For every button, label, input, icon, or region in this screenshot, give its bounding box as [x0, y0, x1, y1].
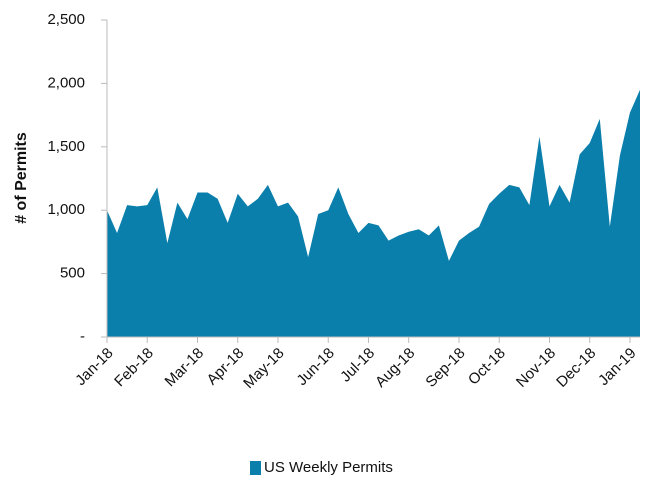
x-tick-label: Oct-18 — [465, 345, 509, 389]
y-axis-label: # of Permits — [13, 132, 30, 224]
x-tick-label: Jun-18 — [293, 345, 337, 389]
x-tick-label: Dec-18 — [553, 345, 599, 391]
y-tick-label: 2,500 — [47, 11, 85, 28]
legend-label: US Weekly Permits — [264, 459, 393, 476]
y-tick-label: 1,500 — [47, 138, 85, 155]
x-tick-label: Mar-18 — [162, 345, 208, 391]
y-tick-label: 1,000 — [47, 201, 85, 218]
x-tick-label: Feb-18 — [111, 345, 157, 391]
x-tick-label: Jan-18 — [72, 345, 116, 389]
x-tick-label: Nov-18 — [513, 345, 559, 391]
x-tick-label: Aug-18 — [372, 345, 418, 391]
area — [107, 89, 640, 338]
x-tick-label: Sep-18 — [422, 345, 468, 391]
x-tick-label: Jan-19 — [595, 345, 639, 389]
y-tick-label: 2,000 — [47, 74, 85, 91]
y-tick-label: 500 — [60, 265, 85, 282]
y-tick-label: - — [80, 328, 85, 345]
x-tick-label: May-18 — [240, 345, 287, 392]
legend-swatch — [250, 461, 261, 475]
